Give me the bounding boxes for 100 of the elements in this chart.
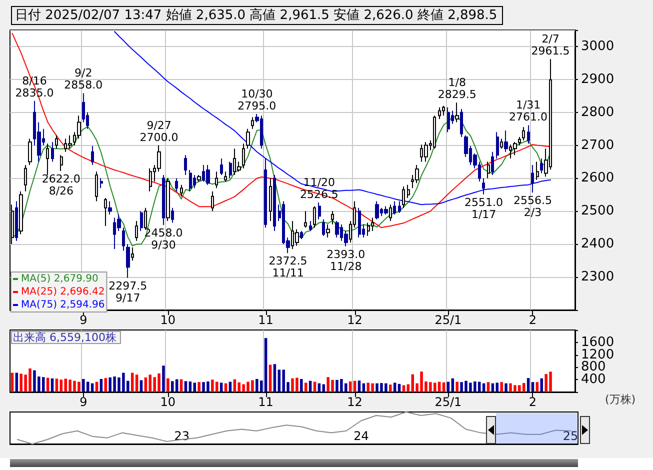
bar	[398, 384, 401, 392]
bar	[193, 382, 196, 392]
x-tick-label: 11	[258, 395, 274, 409]
bar	[220, 382, 223, 392]
candlestick	[313, 206, 316, 228]
bar	[10, 372, 14, 392]
x-tick-label: 10	[160, 395, 176, 409]
candlestick	[300, 230, 303, 240]
candlestick	[500, 138, 503, 150]
candlestick	[189, 170, 192, 192]
bar	[100, 378, 103, 392]
y-tick-label: 2900	[581, 72, 614, 87]
candlestick	[24, 164, 27, 192]
x-tick-label: 9	[80, 313, 88, 327]
candlestick	[322, 218, 325, 236]
candlestick	[149, 168, 152, 192]
bar	[451, 378, 454, 392]
candlestick	[318, 202, 321, 220]
bar	[526, 378, 530, 392]
candlestick	[211, 190, 214, 212]
bar	[393, 382, 396, 392]
candlestick	[527, 124, 530, 144]
candlestick	[407, 184, 410, 198]
bar	[456, 382, 458, 392]
candlestick	[224, 171, 227, 182]
candlestick	[162, 174, 165, 226]
bar	[268, 364, 272, 392]
bar	[442, 382, 446, 392]
y-tick-label: 2600	[581, 170, 614, 186]
bar	[140, 380, 143, 392]
candlestick	[455, 102, 459, 123]
bar	[304, 382, 308, 392]
candlestick	[402, 186, 405, 208]
candlestick	[60, 154, 63, 172]
annotation: 2551.0 1/17	[464, 196, 504, 221]
candlestick	[55, 134, 58, 150]
bar	[256, 378, 258, 392]
candlestick	[447, 106, 450, 133]
x-tick-label: 12	[347, 313, 362, 327]
bar	[148, 374, 152, 392]
candlestick	[28, 138, 32, 166]
legend-label: MA(5) 2,679.90	[21, 274, 98, 284]
candlestick	[95, 171, 98, 202]
candlestick	[269, 178, 272, 222]
candlestick	[460, 108, 463, 138]
candlestick	[122, 227, 125, 252]
candlestick	[331, 210, 334, 225]
annotation: 2/7 2961.5	[531, 32, 570, 58]
candlestick	[51, 142, 54, 162]
bar	[366, 382, 370, 392]
bar	[162, 366, 165, 392]
candlestick	[540, 158, 543, 174]
bar	[388, 384, 392, 392]
candlestick	[251, 116, 254, 130]
annotation: 2297.5 9/17	[108, 279, 148, 304]
candlestick	[206, 164, 210, 186]
y-tick-label: 2700	[581, 138, 614, 153]
bar	[504, 383, 508, 392]
x-tick-label: 12	[347, 395, 362, 409]
x-tick-label: 9	[80, 395, 88, 409]
bar	[536, 382, 539, 392]
candlestick	[358, 207, 361, 238]
annotation: 9/2 2858.0	[64, 66, 103, 92]
candlestick	[438, 106, 441, 120]
annotation: 2556.5 2/3	[513, 194, 552, 220]
bar	[496, 382, 499, 392]
candlestick	[531, 164, 534, 194]
annotation: 9/27 2700.0	[140, 118, 178, 144]
legend-label: MA(25) 2,696.42	[21, 286, 105, 298]
candlestick	[180, 184, 183, 197]
candlestick	[68, 134, 72, 150]
candlestick	[482, 178, 485, 195]
bar	[184, 381, 188, 392]
candlestick	[100, 178, 103, 189]
bar	[264, 338, 268, 392]
bar	[500, 382, 503, 392]
bar	[188, 381, 192, 392]
bar	[433, 382, 436, 392]
annotation: 1/8 2829.5	[438, 76, 476, 102]
candlestick	[398, 200, 401, 214]
candlestick	[309, 220, 312, 232]
bar	[135, 374, 138, 392]
legend-label: MA(75) 2,594.96	[21, 300, 105, 310]
y-tick-label: 3000	[581, 38, 614, 54]
x-tick-label: 2	[528, 395, 537, 409]
candlestick	[335, 220, 339, 238]
x-tick-label: 10	[160, 313, 176, 327]
candlestick	[442, 105, 445, 116]
x-tick-label: 25/1	[434, 395, 462, 409]
bar	[531, 382, 534, 392]
bar	[486, 382, 490, 392]
candlestick	[522, 126, 525, 141]
bar	[198, 382, 200, 392]
bar	[171, 381, 174, 392]
x-tick-label: 24	[354, 429, 369, 443]
annotation: 2622.0 8/26	[42, 172, 80, 198]
bar	[50, 378, 54, 392]
bar	[402, 385, 406, 392]
candlestick	[91, 145, 94, 166]
bar	[15, 372, 18, 392]
